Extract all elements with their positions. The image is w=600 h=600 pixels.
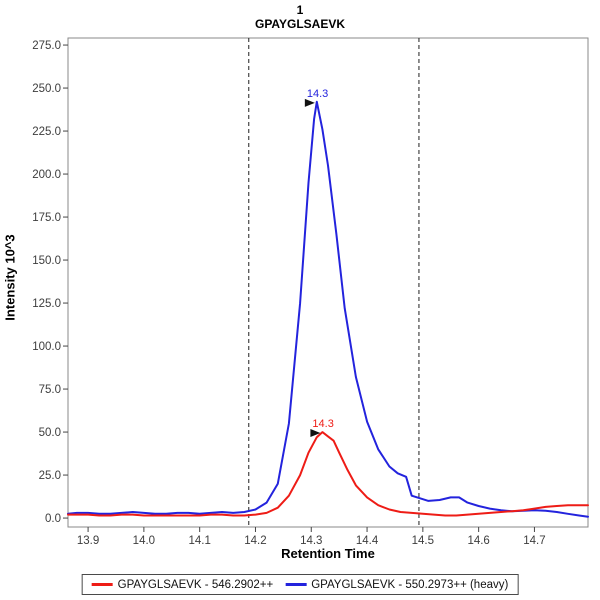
x-tick-label: 13.9 <box>77 535 99 547</box>
x-tick-label: 14.5 <box>412 535 434 547</box>
y-tick-label: 75.0 <box>39 384 61 396</box>
chromatogram-line-0[interactable] <box>67 431 589 517</box>
legend-line-sample-red <box>91 583 113 586</box>
peak-apex-arrow-icon <box>310 429 321 438</box>
x-tick-label: 14.6 <box>467 535 489 547</box>
peak-rt-annotation-1: 14.3 <box>307 88 328 100</box>
chart-title-number: 1 <box>296 3 304 17</box>
y-tick-label: 25.0 <box>39 470 61 482</box>
x-tick-label: 14.0 <box>133 535 155 547</box>
y-tick-label: 175.0 <box>32 212 61 224</box>
x-tick-label: 14.7 <box>523 535 545 547</box>
y-tick-label: 100.0 <box>32 341 61 353</box>
peak-rt-annotation-0: 14.3 <box>312 418 333 430</box>
x-tick-label: 14.4 <box>356 535 379 547</box>
legend: GPAYGLSAEVK - 546.2902++ GPAYGLSAEVK - 5… <box>81 574 519 595</box>
legend-line-sample-blue <box>285 583 307 586</box>
y-tick-label: 0.0 <box>45 513 61 525</box>
legend-label-heavy: GPAYGLSAEVK - 550.2973++ (heavy) <box>311 578 509 591</box>
plot-border <box>67 37 589 528</box>
y-tick-label: 125.0 <box>32 298 61 310</box>
y-tick-label: 150.0 <box>32 255 61 267</box>
chart-title-peptide: GPAYGLSAEVK <box>254 17 346 31</box>
y-tick-label: 250.0 <box>32 83 61 95</box>
y-tick-label: 225.0 <box>32 126 61 138</box>
y-tick-label: 200.0 <box>32 169 61 181</box>
x-tick-label: 14.1 <box>188 535 210 547</box>
legend-label-light: GPAYGLSAEVK - 546.2902++ <box>117 578 274 591</box>
x-tick-label: 14.3 <box>300 535 322 547</box>
x-tick-label: 14.2 <box>244 535 266 547</box>
x-axis-title: Retention Time <box>281 546 375 561</box>
chromatogram-line-1[interactable] <box>67 100 589 518</box>
peak-apex-arrow-icon <box>304 98 315 107</box>
legend-item-light: GPAYGLSAEVK - 546.2902++ <box>91 578 274 591</box>
y-tick-label: 275.0 <box>32 40 61 52</box>
legend-item-heavy: GPAYGLSAEVK - 550.2973++ (heavy) <box>285 579 508 591</box>
y-tick-label: 50.0 <box>39 427 61 439</box>
